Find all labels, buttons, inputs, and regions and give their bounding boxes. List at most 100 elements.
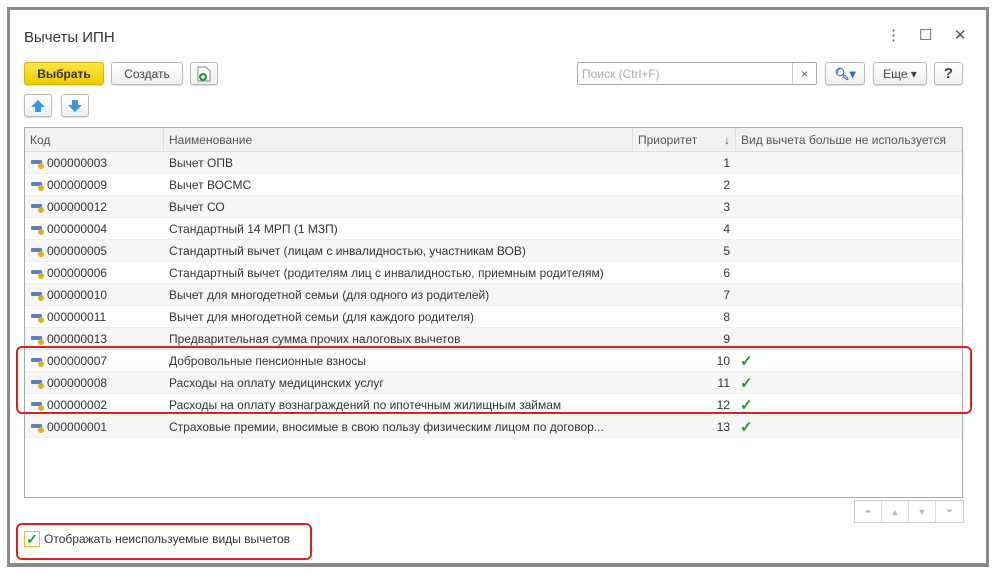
priority-cell: 1 [723,155,730,170]
create-button[interactable]: Создать [111,62,183,85]
catalog-item-icon [31,245,44,257]
column-header-priority[interactable]: Приоритет ↓ [633,128,736,151]
name-cell: Расходы на оплату вознаграждений по ипот… [169,397,562,412]
deductions-table: Код Наименование Приоритет ↓ Вид вычета б… [24,127,963,498]
catalog-item-icon [31,201,44,213]
code-cell: 000000003 [25,156,164,170]
code-text: 000000001 [47,419,108,434]
table-row[interactable]: 000000007 Добровольные пенсионные взносы… [25,350,962,372]
code-text: 000000005 [47,243,108,258]
go-last-button[interactable]: ⏷ [945,506,954,516]
code-cell: 000000011 [25,310,164,324]
go-up-button[interactable]: ▲ [882,501,909,522]
code-text: 000000003 [47,155,108,170]
search-options-button[interactable]: 🔍︎▾ [825,62,865,85]
code-text: 000000010 [47,287,108,302]
code-cell: 000000009 [25,178,164,192]
move-up-button[interactable] [24,94,52,117]
table-row[interactable]: 000000010 Вычет для многодетной семьи (д… [25,284,962,306]
search-input[interactable] [578,63,792,84]
priority-cell: 7 [723,287,730,302]
catalog-item-icon [31,267,44,279]
table-row[interactable]: 000000001 Страховые премии, вносимые в с… [25,416,962,438]
checkbox-checked-icon[interactable]: ✓ [24,531,40,547]
code-cell: 000000013 [25,332,164,346]
code-cell: 000000005 [25,244,164,258]
search-icon: 🔍︎▾ [834,66,856,81]
priority-cell: 3 [723,199,730,214]
highlight-unused-rows [16,346,972,414]
table-row[interactable]: 000000008 Расходы на оплату медицинских … [25,372,962,394]
priority-cell: 4 [723,221,730,236]
code-cell: 000000012 [25,200,164,214]
code-text: 000000007 [47,353,108,368]
priority-cell: 8 [723,309,730,324]
table-row[interactable]: 000000006 Стандартный вычет (родителям л… [25,262,962,284]
name-cell: Вычет ВОСМС [169,177,252,192]
column-header-unused[interactable]: Вид вычета больше не используется [741,133,946,147]
code-text: 000000006 [47,265,108,280]
close-icon[interactable]: ✕ [954,27,967,44]
maximize-icon[interactable]: ☐ [919,27,933,44]
column-header-name[interactable]: Наименование [164,128,633,151]
priority-cell: 11 [717,375,730,390]
show-unused-label: Отображать неиспользуемые виды вычетов [44,532,291,546]
table-row[interactable]: 000000002 Расходы на оплату вознагражден… [25,394,962,416]
more-button[interactable]: Еще ▾ [873,62,927,85]
code-cell: 000000006 [25,266,164,280]
name-cell: Вычет для многодетной семьи (для одного … [169,287,490,302]
name-cell: Добровольные пенсионные взносы [169,353,367,368]
code-cell: 000000008 [25,376,164,390]
name-cell: Стандартный 14 МРП (1 МЗП) [169,221,338,236]
table-row[interactable]: 000000013 Предварительная сумма прочих н… [25,328,962,350]
priority-cell: 10 [716,353,730,368]
code-text: 000000009 [47,177,108,192]
name-cell: Предварительная сумма прочих налоговых в… [169,331,461,346]
code-cell: 000000007 [25,354,164,368]
table-row[interactable]: 000000003 Вычет ОПВ 1 [25,152,962,174]
unused-check-icon: ✓ [740,374,753,392]
clear-search-button[interactable]: × [792,63,816,84]
table-row[interactable]: 000000005 Стандартный вычет (лицам с инв… [25,240,962,262]
go-first-button[interactable]: ⏶ [855,501,882,522]
name-cell: Стандартный вычет (родителям лиц с инвал… [169,265,604,280]
catalog-item-icon [31,399,44,411]
table-header: Код Наименование Приоритет ↓ Вид вычета б… [25,128,962,152]
code-cell: 000000004 [25,222,164,236]
column-header-code[interactable]: Код [25,128,164,151]
unused-check-icon: ✓ [740,396,753,414]
code-text: 000000004 [47,221,108,236]
unused-check-icon: ✓ [740,418,753,436]
code-text: 000000002 [47,397,108,412]
create-copy-button[interactable] [190,62,218,85]
arrow-down-icon [68,99,82,112]
catalog-item-icon [31,355,44,367]
catalog-item-icon [31,179,44,191]
show-unused-checkbox[interactable]: ✓ Отображать неиспользуемые виды вычетов [24,531,290,547]
help-button[interactable]: ? [934,62,963,85]
new-document-icon [197,66,211,81]
go-down-button[interactable]: ▼ [909,501,936,522]
priority-cell: 6 [723,265,730,280]
unused-check-icon: ✓ [740,352,753,370]
priority-label: Приоритет [638,133,698,147]
move-down-button[interactable] [61,94,89,117]
catalog-item-icon [31,311,44,323]
sort-down-icon: ↓ [724,133,730,147]
table-row[interactable]: 000000004 Стандартный 14 МРП (1 МЗП) 4 [25,218,962,240]
more-menu-icon[interactable]: ⋮ [886,27,901,44]
name-cell: Расходы на оплату медицинских услуг [169,375,384,390]
code-text: 000000011 [47,309,107,324]
code-text: 000000012 [47,199,108,214]
table-row[interactable]: 000000012 Вычет СО 3 [25,196,962,218]
catalog-item-icon [31,157,44,169]
name-cell: Вычет для многодетной семьи (для каждого… [169,309,474,324]
table-row[interactable]: 000000009 Вычет ВОСМС 2 [25,174,962,196]
window-title: Вычеты ИПН [24,29,115,46]
code-cell: 000000010 [25,288,164,302]
search-field[interactable]: × [577,62,817,85]
highlight-checkbox [16,523,312,560]
table-row[interactable]: 000000011 Вычет для многодетной семьи (д… [25,306,962,328]
arrow-up-icon [31,99,45,112]
select-button[interactable]: Выбрать [24,62,104,85]
